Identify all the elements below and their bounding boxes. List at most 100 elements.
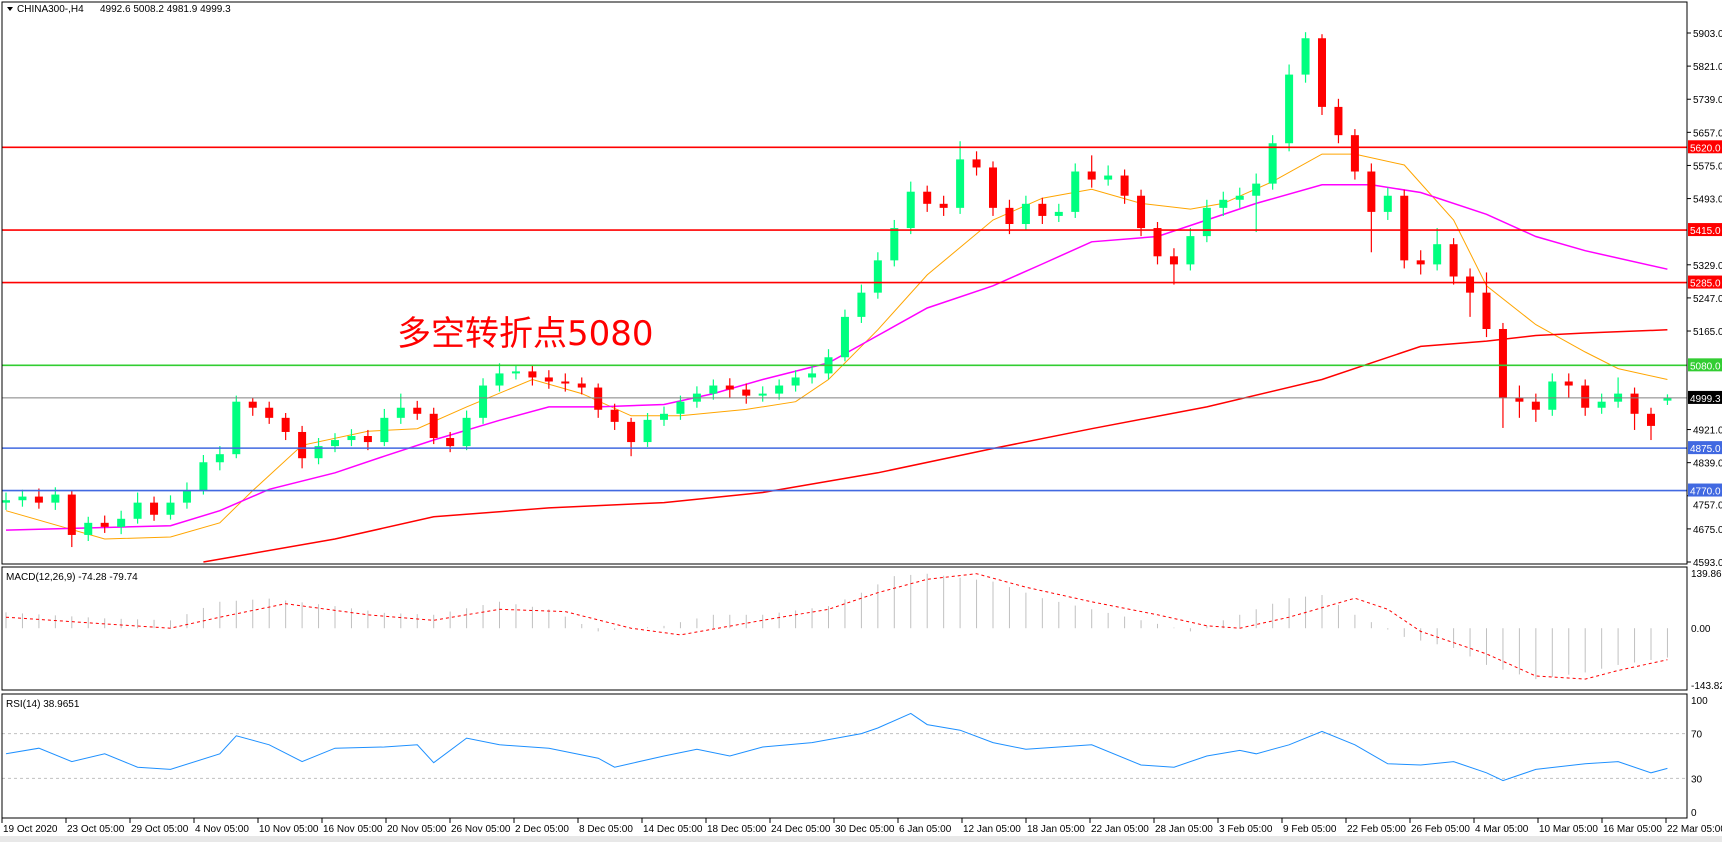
bullish-candle	[166, 495, 175, 520]
bullish-candle	[462, 410, 471, 451]
candle-body	[956, 159, 965, 208]
candle-body	[347, 436, 356, 441]
candle-body	[117, 518, 126, 527]
candle-body	[775, 385, 784, 394]
candle-body	[281, 417, 290, 432]
candle-body	[577, 383, 586, 388]
candle-body	[1169, 256, 1178, 265]
price-tick-label: 4593.0	[1693, 558, 1722, 569]
level-price-tag	[1688, 358, 1722, 372]
bullish-candle	[890, 219, 899, 267]
bottom-strip	[0, 836, 1722, 842]
price-tick-label: 5493.0	[1693, 195, 1722, 206]
candle-body	[446, 438, 455, 447]
bullish-candle	[1663, 394, 1672, 405]
price-tick-label: 4839.0	[1693, 459, 1722, 470]
bearish-candle	[1647, 407, 1655, 441]
candle-body	[133, 502, 142, 519]
candle-body	[1548, 381, 1557, 410]
bullish-candle	[1202, 199, 1211, 243]
candle-body	[1153, 228, 1162, 257]
time-tick-label: 19 Oct 2020	[3, 824, 58, 835]
bearish-candle	[544, 370, 553, 389]
bearish-candle	[429, 407, 438, 445]
candle-body	[742, 389, 751, 396]
time-tick-label: 9 Feb 05:00	[1283, 824, 1337, 835]
bearish-candle	[725, 378, 734, 398]
bearish-candle	[627, 417, 636, 457]
bullish-candle	[1054, 203, 1063, 222]
level-price-label: 5080.0	[1690, 361, 1721, 372]
time-tick-label: 22 Jan 05:00	[1091, 824, 1149, 835]
bearish-candle	[577, 377, 586, 395]
candle-body	[758, 393, 767, 396]
bullish-candle	[182, 482, 191, 509]
bearish-candle	[100, 515, 109, 533]
candle-body	[1120, 175, 1129, 196]
time-tick-label: 16 Mar 05:00	[1603, 824, 1662, 835]
bullish-candle	[1548, 373, 1557, 416]
bearish-candle	[248, 397, 257, 416]
rsi-panel-border	[1, 693, 1688, 819]
rsi-tick-label: 100	[1691, 696, 1708, 707]
bearish-candle	[742, 383, 751, 404]
rsi-tick-label: 0	[1691, 808, 1697, 819]
price-panel[interactable]: 5903.0 5821.0 5739.0 5657.0 5575.0 5493.0 5329…	[2, 29, 1722, 569]
bullish-candle	[1597, 393, 1606, 414]
rsi-panel[interactable]: 100 70 30 0	[2, 696, 1708, 819]
bearish-candle	[67, 490, 76, 548]
candle-body	[34, 496, 43, 503]
candle-body	[528, 371, 537, 378]
bullish-candle	[314, 438, 323, 465]
pivot-annotation: 多空转折点5080	[397, 314, 654, 354]
bullish-candle	[1071, 163, 1080, 218]
level-price-tag	[1688, 483, 1722, 497]
bearish-candle	[923, 185, 932, 212]
collapse-triangle-icon[interactable]	[7, 7, 13, 11]
bearish-candle	[1416, 250, 1425, 275]
time-tick-label: 29 Oct 05:00	[131, 824, 189, 835]
bullish-candle	[840, 309, 849, 362]
bullish-candle	[1252, 173, 1261, 233]
candle-body	[1498, 328, 1507, 398]
bearish-candle	[1334, 98, 1343, 144]
level-price-label: 5285.0	[1690, 279, 1721, 290]
time-tick-label: 8 Dec 05:00	[579, 824, 633, 835]
price-tick-label: 5739.0	[1693, 95, 1722, 106]
candle-body	[182, 490, 191, 503]
time-tick-label: 4 Mar 05:00	[1475, 824, 1529, 835]
candle-body	[791, 377, 800, 386]
candle-body	[857, 292, 866, 317]
bearish-candle	[528, 365, 537, 386]
level-price-tag	[1688, 275, 1722, 289]
candle-body	[1433, 244, 1442, 265]
time-tick-label: 16 Nov 05:00	[323, 824, 383, 835]
price-panel-border	[1, 1, 1688, 565]
time-tick-label: 26 Nov 05:00	[451, 824, 511, 835]
bearish-candle	[939, 195, 948, 216]
candle-body	[923, 191, 932, 204]
price-tick-label: 5165.0	[1693, 327, 1722, 338]
bearish-candle	[610, 403, 619, 430]
level-price-tag	[1688, 441, 1722, 455]
bullish-candle	[791, 370, 800, 392]
bearish-candle	[1120, 169, 1129, 204]
candle-body	[643, 419, 652, 443]
macd-panel[interactable]: 139.86 0.00 -143.82	[5, 569, 1722, 692]
rsi-line	[5, 712, 1668, 782]
time-tick-label: 6 Jan 05:00	[899, 824, 952, 835]
candle-body	[1104, 175, 1113, 180]
bearish-candle	[1515, 385, 1524, 418]
candle-body	[1416, 260, 1425, 265]
candle-body	[199, 462, 208, 491]
candle-body	[594, 387, 603, 410]
candle-body	[660, 413, 668, 420]
candle-body	[1054, 211, 1063, 216]
bullish-candle	[1433, 228, 1442, 271]
time-tick-label: 4 Nov 05:00	[195, 824, 249, 835]
bid-price-tag	[1688, 390, 1722, 404]
bearish-candle	[1564, 373, 1573, 398]
time-tick-label: 20 Nov 05:00	[387, 824, 447, 835]
